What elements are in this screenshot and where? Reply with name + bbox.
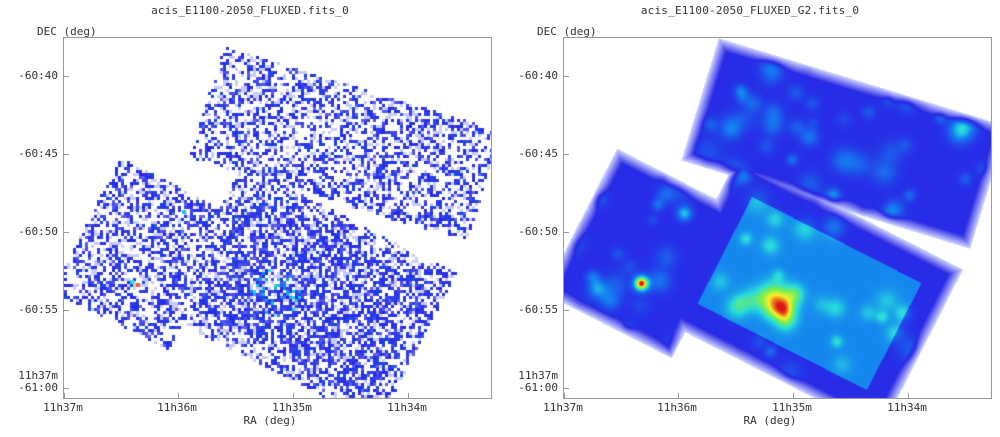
y-tick-label: -60:55 — [18, 303, 58, 316]
y-tick-label: 11h37m — [518, 369, 558, 382]
x-axis-label: RA (deg) — [743, 414, 797, 427]
x-tick-label: 11h37m — [543, 401, 583, 414]
y-axis-label: DEC (deg) — [37, 25, 97, 38]
y-tick-label: -61:00 — [518, 381, 558, 394]
x-tick-label: 11h34m — [887, 401, 927, 414]
y-tick-label: -60:50 — [18, 225, 58, 238]
x-tick-label: 11h36m — [657, 401, 697, 414]
image-frame[interactable] — [63, 37, 492, 399]
y-tick-label: -60:40 — [518, 69, 558, 82]
image-panel-raw: acis_E1100-2050_FLUXED.fits_0 DEC (deg) … — [18, 4, 492, 427]
y-tick-label: -60:55 — [518, 303, 558, 316]
y-axis-label: DEC (deg) — [537, 25, 597, 38]
image-panel-smoothed: acis_E1100-2050_FLUXED_G2.fits_0 DEC (de… — [500, 0, 1000, 437]
x-tick-label: 11h36m — [157, 401, 197, 414]
y-tick-label: -60:40 — [18, 69, 58, 82]
image-frame[interactable] — [563, 37, 992, 399]
panel-title: acis_E1100-2050_FLUXED.fits_0 — [151, 4, 349, 17]
y-tick-label: -61:00 — [18, 381, 58, 394]
x-tick-label: 11h35m — [772, 401, 812, 414]
x-axis-label: RA (deg) — [243, 414, 297, 427]
image-canvas[interactable] — [64, 38, 491, 398]
y-tick-label: -60:45 — [18, 147, 58, 160]
y-tick-label: -60:45 — [518, 147, 558, 160]
y-tick-label: 11h37m — [18, 369, 58, 382]
x-tick-label: 11h35m — [272, 401, 312, 414]
image-canvas[interactable] — [564, 38, 991, 398]
x-tick-label: 11h37m — [43, 401, 83, 414]
panel-title: acis_E1100-2050_FLUXED_G2.fits_0 — [640, 4, 860, 17]
x-tick-label: 11h34m — [387, 401, 427, 414]
y-tick-label: -60:50 — [518, 225, 558, 238]
